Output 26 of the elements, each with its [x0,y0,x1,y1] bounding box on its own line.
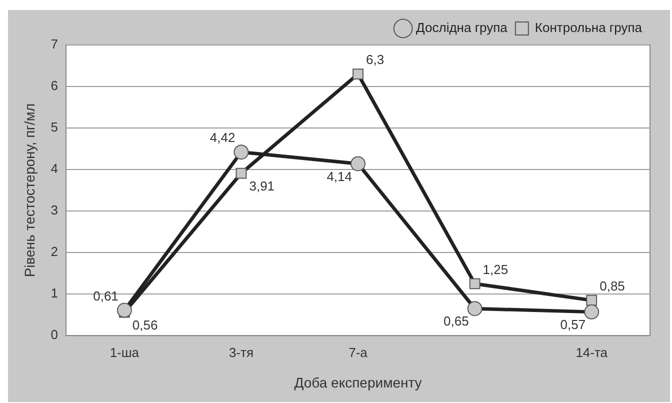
data-label: 4,42 [210,130,236,146]
legend-label: Контрольна група [534,20,643,36]
data-label: 3,91 [249,178,275,194]
y-tick-label: 6 [50,78,58,94]
data-label: 1,25 [482,262,508,277]
data-label: 0,57 [560,317,586,332]
y-tick-label: 0 [50,327,58,342]
y-tick-label: 2 [50,244,58,260]
y-axis-title: Рівень тестостерону, пг/мл [21,103,38,278]
data-label: 0,85 [600,278,625,294]
x-axis-title: Доба експерименту [294,374,422,390]
y-tick-label: 7 [50,36,58,52]
x-tick-label: 7-а [348,344,368,360]
data-label: 0,56 [132,317,158,332]
legend-label: Дослідна група [416,20,508,36]
x-tick-label: 3-тя [228,344,254,360]
data-label: 0,65 [443,314,469,329]
data-label: 4,14 [326,168,352,184]
y-tick-label: 3 [50,202,58,218]
x-tick-label: 14-та [576,344,608,360]
y-tick-label: 5 [50,120,58,135]
x-tick-label: 1-ша [110,344,140,360]
data-label: 6,3 [366,52,384,68]
y-tick-label: 4 [50,161,58,176]
y-tick-label: 1 [50,286,58,301]
data-label: 0,61 [93,288,118,304]
